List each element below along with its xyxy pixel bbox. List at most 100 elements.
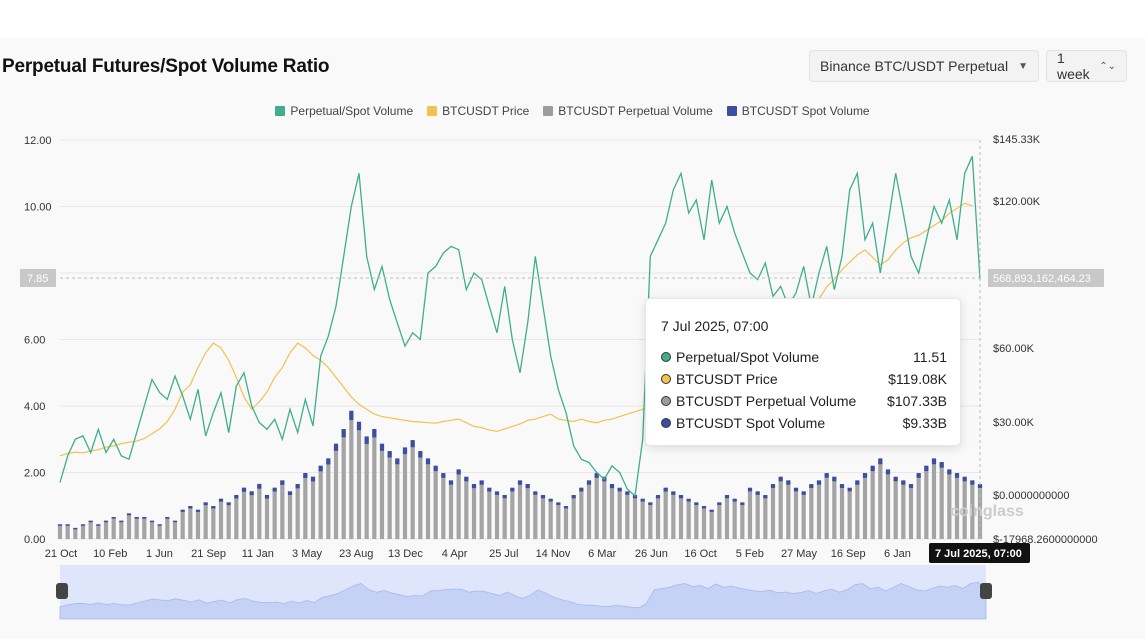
perp-volume-bar [73, 528, 78, 539]
spot-volume-bar [931, 458, 937, 465]
perp-volume-bar [149, 520, 155, 539]
perp-volume-bar [126, 513, 132, 539]
perp-volume-bar [134, 517, 139, 539]
perp-volume-bar [763, 495, 768, 539]
spot-volume-bar [295, 483, 300, 489]
price-line [59, 202, 973, 457]
perp-volume-bar [441, 474, 446, 539]
tooltip-row-value: $9.33B [902, 415, 947, 431]
tooltip-row: Perpetual/Spot Volume 11.51 [661, 349, 947, 365]
spot-volume-bar [717, 502, 722, 505]
spot-volume-bar [609, 484, 615, 489]
dot-icon [661, 374, 671, 384]
perp-volume-bar [793, 488, 799, 539]
perp-volume-bar [142, 517, 147, 539]
spot-volume-bar [586, 480, 592, 485]
pair-select[interactable]: Binance BTC/USDT Perpetual ▼ [809, 50, 1039, 82]
perp-volume-bar [663, 488, 668, 539]
perp-volume-bar [770, 484, 776, 539]
spot-volume-bar [418, 451, 423, 458]
perp-volume-bar [88, 520, 93, 539]
x-tick-label: 5 Feb [736, 548, 764, 560]
navigator[interactable] [56, 565, 992, 620]
perp-volume-bar [609, 484, 615, 539]
perp-volume-bar [456, 470, 461, 539]
spot-volume-bar [203, 502, 208, 506]
spot-volume-bar [977, 484, 983, 488]
perp-volume-bar [65, 524, 70, 539]
perp-volume-bar [387, 452, 392, 539]
x-tick-label: 16 Sep [831, 548, 866, 560]
spot-volume-bar [134, 516, 139, 519]
perp-volume-bar [379, 445, 385, 539]
spot-volume-bar [172, 520, 178, 523]
perp-volume-bar [671, 492, 676, 539]
spot-volume-bar [709, 509, 714, 512]
left-tick-label: 2.00 [24, 468, 45, 480]
perp-volume-bar [195, 510, 201, 539]
perp-volume-bar [395, 459, 400, 539]
legend-item-ratio[interactable]: Perpetual/Spot Volume [275, 104, 413, 118]
left-tick-label: 4.00 [24, 401, 45, 413]
legend-item-price[interactable]: BTCUSDT Price [427, 104, 529, 118]
range-select[interactable]: 1 week ⌃⌄ [1046, 50, 1127, 82]
perp-volume-bar [333, 445, 339, 539]
navigator-handle-right [980, 583, 992, 599]
spot-volume-bar [755, 491, 760, 495]
perp-volume-bar [264, 495, 270, 539]
perp-volume-bar [356, 423, 362, 539]
x-tick-label: 1 Jun [146, 548, 173, 560]
spot-volume-bar [510, 487, 515, 492]
perp-volume-bar [617, 488, 622, 539]
perp-volume-bar [180, 510, 185, 539]
perp-volume-bar [694, 502, 699, 539]
spot-volume-bar [441, 473, 446, 478]
perp-volume-bar [632, 495, 638, 539]
perp-volume-bar [556, 502, 561, 539]
left-tick-label: 6.00 [24, 335, 45, 347]
perp-volume-bar [755, 492, 760, 539]
perp-volume-bar [471, 484, 477, 539]
perp-volume-bar [747, 488, 753, 539]
spot-volume-bar [73, 527, 78, 530]
spot-volume-bar [947, 469, 952, 475]
perp-volume-bar [724, 495, 730, 539]
tooltip-row-name: BTCUSDT Price [676, 371, 778, 387]
perp-volume-bar [816, 481, 822, 539]
legend-swatch-ratio [275, 106, 286, 116]
spot-volume-bar [272, 487, 277, 492]
volume-bars [57, 410, 983, 539]
perp-volume-bar [970, 481, 975, 539]
perp-volume-bar [349, 412, 354, 539]
perp-volume-bar [226, 502, 231, 539]
svg-text:7.85: 7.85 [27, 273, 48, 285]
dot-icon [661, 396, 671, 406]
perp-volume-bar [96, 524, 101, 539]
perp-volume-bar [640, 499, 645, 539]
spot-volume-bar [916, 473, 921, 478]
perp-volume-bar [165, 517, 170, 539]
perp-volume-bar [824, 474, 829, 539]
spot-volume-bar [57, 524, 63, 526]
perp-volume-bar [295, 484, 300, 539]
perp-volume-bar [487, 488, 492, 539]
perp-volume-bar [924, 466, 929, 539]
spot-volume-bar [494, 491, 500, 495]
tooltip: 7 Jul 2025, 07:00 Perpetual/Spot Volume … [645, 298, 961, 446]
crosshair-left-label: 7.85 [20, 268, 56, 287]
spot-volume-bar [119, 520, 124, 523]
spot-volume-bar [264, 494, 270, 499]
perp-volume-bar [847, 488, 852, 539]
legend-item-perp-volume[interactable]: BTCUSDT Perpetual Volume [543, 104, 713, 118]
perp-volume-bar [870, 466, 875, 539]
spot-volume-bar [525, 484, 530, 489]
spot-volume-bar [448, 480, 454, 485]
perp-volume-bar [655, 495, 661, 539]
legend-label: BTCUSDT Perpetual Volume [558, 104, 713, 118]
perp-volume-bar [510, 488, 515, 539]
spot-volume-bar [379, 443, 385, 451]
perp-volume-bar [648, 502, 653, 539]
legend-item-spot-volume[interactable]: BTCUSDT Spot Volume [726, 104, 870, 118]
spot-volume-bar [211, 506, 216, 509]
